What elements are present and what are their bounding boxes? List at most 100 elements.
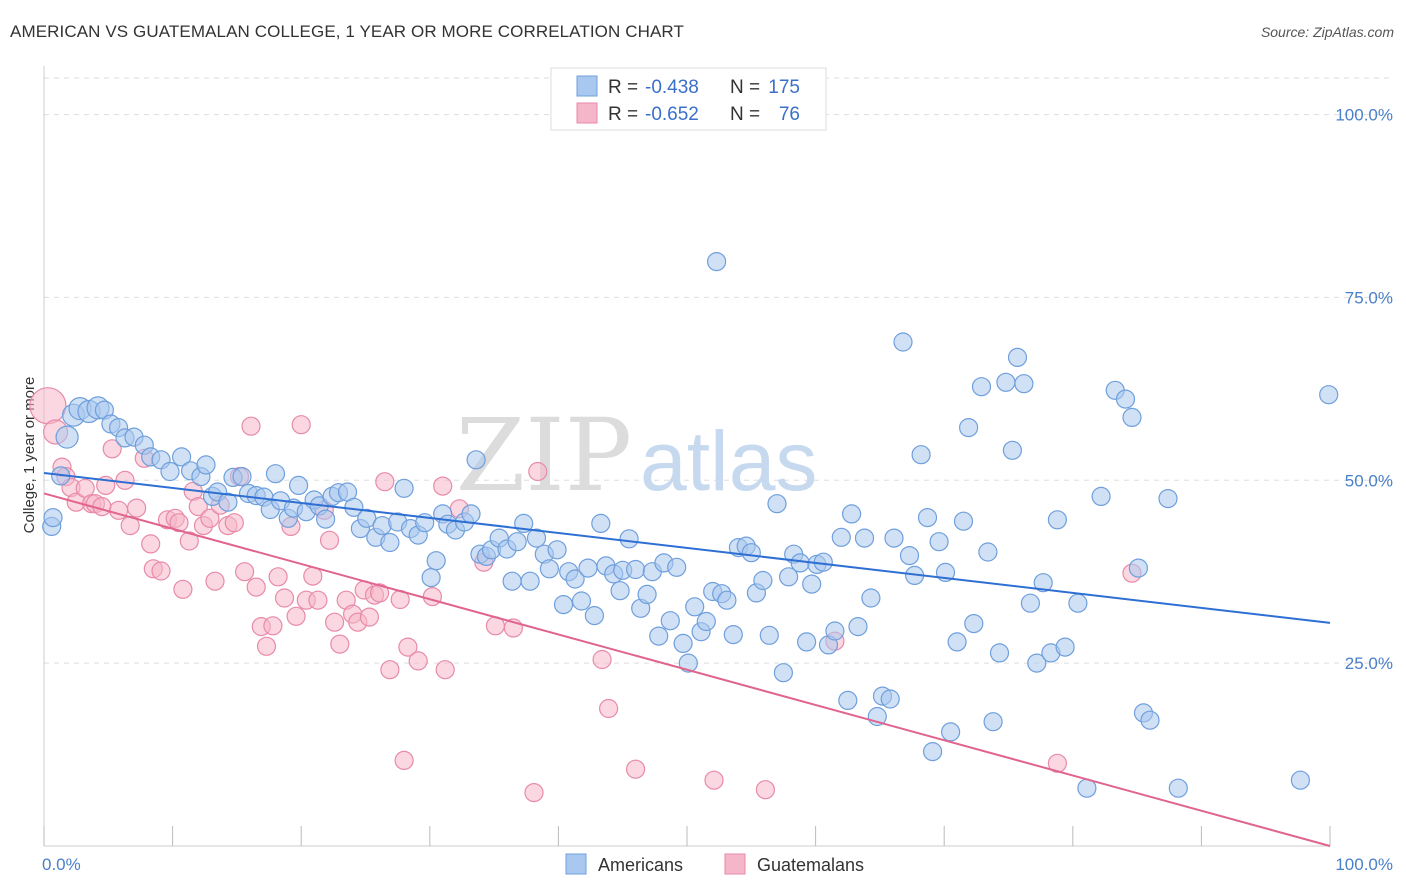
americans-point <box>584 605 605 626</box>
guatemalans-point <box>268 567 288 587</box>
americans-point <box>767 494 787 514</box>
americans-point <box>461 504 481 524</box>
source-label: Source: ZipAtlas.com <box>1260 24 1394 40</box>
americans-point <box>958 418 979 438</box>
series-americans-points <box>42 252 1339 798</box>
americans-point <box>426 551 446 571</box>
americans-point <box>884 528 904 548</box>
guatemalans-point <box>169 513 189 533</box>
americans-point <box>989 643 1010 663</box>
x-tick-label-end: 100.0% <box>1335 855 1393 874</box>
legend-n-label: N = <box>730 104 760 125</box>
americans-point <box>1319 385 1339 405</box>
guatemalans-point <box>704 770 724 790</box>
americans-point <box>880 689 900 709</box>
guatemalans-point <box>173 579 193 599</box>
americans-point <box>1055 637 1075 657</box>
americans-point <box>978 542 998 562</box>
americans-point <box>421 567 441 588</box>
americans-point <box>380 532 400 553</box>
guatemalans-point <box>598 698 619 719</box>
watermark: ZIP atlas <box>456 397 818 514</box>
guatemalans-point <box>102 439 122 459</box>
axes <box>43 66 1331 847</box>
guatemalans-point <box>325 612 345 632</box>
americans-point <box>610 581 630 601</box>
guatemalans-point <box>127 498 147 518</box>
americans-point <box>660 611 680 631</box>
americans-point <box>673 633 693 654</box>
guatemalans-point <box>528 461 548 482</box>
guatemalans-point <box>200 508 220 528</box>
guatemalans-point <box>151 561 171 581</box>
americans-point <box>706 252 727 272</box>
americans-point <box>1047 510 1068 530</box>
americans-point <box>940 722 961 742</box>
chart-title: AMERICAN VS GUATEMALAN COLLEGE, 1 YEAR O… <box>10 22 684 41</box>
y-tick-label: 75.0% <box>1345 288 1393 307</box>
guatemalans-point <box>375 472 395 492</box>
watermark-atlas: atlas <box>640 414 817 508</box>
americans-point <box>778 567 799 587</box>
americans-point <box>1091 486 1111 506</box>
legend-n-value: 76 <box>779 104 800 125</box>
guatemalans-point <box>319 530 340 550</box>
bottom-legend-swatch-guatemalans <box>724 853 746 875</box>
americans-point <box>802 574 822 594</box>
americans-point <box>1168 778 1188 798</box>
americans-point <box>825 621 845 641</box>
americans-point <box>466 450 486 470</box>
americans-point <box>696 611 716 632</box>
americans-point <box>983 712 1003 732</box>
guatemalans-point <box>241 416 261 436</box>
legend-n-value: 175 <box>768 77 800 98</box>
guatemalans-point <box>188 497 208 517</box>
americans-point <box>796 632 817 652</box>
guatemalans-point <box>308 590 328 610</box>
americans-point <box>831 527 851 547</box>
americans-point <box>637 584 657 605</box>
guatemalans-point <box>224 513 244 533</box>
americans-point <box>929 532 949 552</box>
americans-point <box>1014 374 1034 394</box>
americans-point <box>172 447 192 467</box>
x-tick-labels: 0.0% 100.0% <box>42 855 1393 874</box>
guatemalans-point <box>235 562 255 582</box>
guatemalans-point <box>205 571 225 591</box>
guatemalans-point <box>291 415 311 435</box>
guatemalans-point <box>625 759 646 779</box>
americans-point <box>232 467 252 487</box>
y-tick-labels: 25.0% 50.0% 75.0% 100.0% <box>1335 106 1393 674</box>
americans-point <box>1068 593 1088 613</box>
americans-point <box>838 690 858 711</box>
bottom-legend: Americans Guatemalans <box>565 853 864 875</box>
americans-point <box>1128 558 1149 578</box>
legend-swatch-americans <box>576 75 598 97</box>
guatemalans-trendline <box>43 492 1331 847</box>
guatemalans-point <box>286 606 306 626</box>
americans-point <box>507 532 527 552</box>
americans-point <box>289 475 309 495</box>
americans-point <box>649 626 669 646</box>
guatemalans-point <box>29 387 67 425</box>
americans-point <box>861 588 881 608</box>
americans-point <box>1158 489 1178 509</box>
americans-point <box>854 528 875 548</box>
americans-point <box>841 504 862 524</box>
americans-point <box>723 624 743 645</box>
y-tick-label: 50.0% <box>1345 471 1393 490</box>
americans-point <box>964 613 984 634</box>
guatemalans-point <box>755 780 776 800</box>
americans-point <box>625 559 646 580</box>
guatemalans-point <box>592 649 612 670</box>
americans-point <box>685 597 705 617</box>
bottom-legend-label-guatemalans: Guatemalans <box>757 855 864 875</box>
americans-point <box>394 478 414 498</box>
americans-point <box>753 570 773 591</box>
legend-r-value: -0.652 <box>645 104 699 125</box>
top-legend: R = -0.438 N = 175 R = -0.652 N = 76 <box>550 67 827 131</box>
americans-point <box>160 461 180 482</box>
americans-point <box>520 571 540 591</box>
americans-point <box>265 464 286 484</box>
